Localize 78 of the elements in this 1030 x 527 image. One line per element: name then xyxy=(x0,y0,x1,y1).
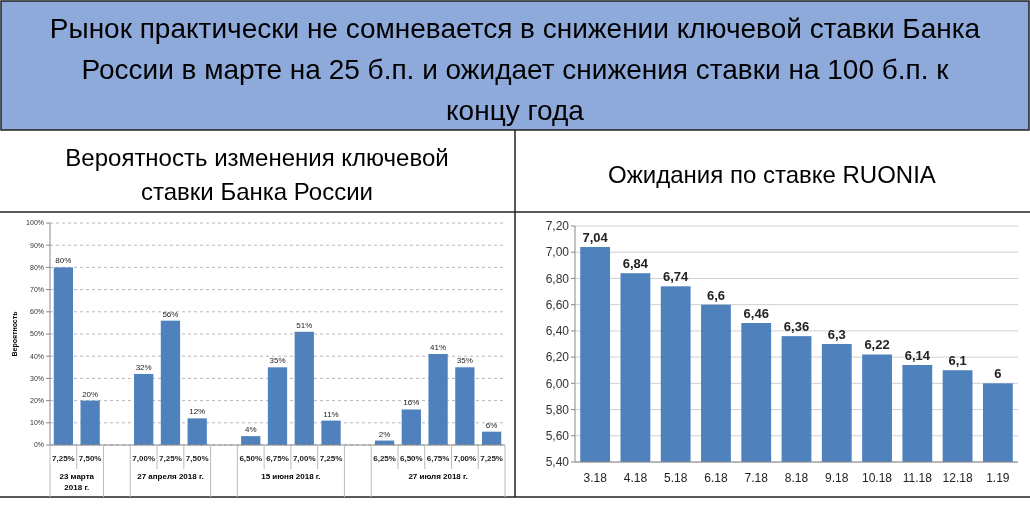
x-tick-label: 7,00% xyxy=(292,454,316,463)
y-tick-label: 7,20 xyxy=(545,219,570,234)
data-label: 80% xyxy=(55,256,72,266)
x-tick-label: 7,00% xyxy=(132,454,156,463)
x-tick-label: 7.18 xyxy=(744,471,769,485)
data-label: 6 xyxy=(994,366,1002,382)
x-tick-label: 7,00% xyxy=(453,454,477,463)
bar xyxy=(294,331,314,445)
data-label: 16% xyxy=(403,398,420,408)
x-tick-label: 6.18 xyxy=(704,471,728,485)
x-tick-label: 7,25% xyxy=(52,454,75,463)
x-tick-label: 9.18 xyxy=(825,471,849,485)
data-label: 6% xyxy=(485,420,498,430)
x-tick-label: 8.18 xyxy=(784,471,809,485)
x-tick-label: 6,75% xyxy=(266,454,289,463)
chart-subtitle: Ожидания по ставке RUONIA xyxy=(608,161,936,188)
x-tick-label: 6,50% xyxy=(399,454,423,463)
bar xyxy=(455,367,475,445)
data-label: 6,74 xyxy=(663,269,690,285)
bar xyxy=(187,418,207,445)
x-tick-label: 1.19 xyxy=(986,471,1010,485)
chart-subtitle: Вероятность изменения ключевой ставки Банка России xyxy=(65,144,449,205)
data-label: 4% xyxy=(244,425,257,435)
x-tick-label: 7,50% xyxy=(185,454,209,463)
data-label: 6,3 xyxy=(827,327,846,342)
x-tick-label: 5.18 xyxy=(664,471,688,485)
y-tick-label: 6,40 xyxy=(545,324,570,339)
data-label: 6,22 xyxy=(864,337,890,353)
text: 27 апреля 2018 г. xyxy=(137,472,204,481)
y-tick-label: 6,20 xyxy=(545,350,570,365)
data-label: 56% xyxy=(162,309,179,319)
y-tick-label: 6,00 xyxy=(545,376,570,391)
data-label: 6,14 xyxy=(904,347,931,363)
x-tick-label: 7,50% xyxy=(78,454,102,463)
data-label: 41% xyxy=(430,342,447,352)
data-label: 7,04 xyxy=(582,229,609,245)
bar xyxy=(428,353,448,445)
text: 15 июня 2018 г. xyxy=(261,472,321,481)
data-label: 32% xyxy=(135,362,152,372)
y-tick-label: 7,00 xyxy=(545,245,570,260)
x-tick-label: 12.18 xyxy=(942,471,973,485)
data-label: 6,6 xyxy=(706,287,725,303)
bar xyxy=(134,373,154,445)
data-label: 20% xyxy=(82,389,99,399)
x-tick-label: 4.18 xyxy=(623,471,648,485)
y-tick-label: 6,60 xyxy=(545,297,570,312)
x-tick-label: 3.18 xyxy=(583,471,608,485)
y-tick-label: 6,80 xyxy=(545,271,570,286)
bar xyxy=(321,420,341,445)
x-tick-label: 7,25% xyxy=(319,454,343,463)
bar xyxy=(160,320,181,445)
data-label: 51% xyxy=(296,320,313,330)
data-label: 35% xyxy=(269,356,286,366)
x-tick-label: 6,50% xyxy=(239,454,263,463)
bar xyxy=(53,267,74,445)
bar xyxy=(267,367,288,445)
data-label: 6,46 xyxy=(743,306,769,322)
x-tick-label: 11.18 xyxy=(902,471,933,485)
data-label: 6,36 xyxy=(783,319,810,335)
x-tick-label: 10.18 xyxy=(862,471,893,485)
y-tick-label: 5,60 xyxy=(545,428,570,443)
data-label: 12% xyxy=(189,407,206,417)
chart-title: Рынок практически не сомневается в снижении ключевой ставки Банка России в марте на 25 б.п. и ожидает снижения ставки на 100 б.п. к концу года xyxy=(49,13,981,126)
text: 23 марта 2018 г. xyxy=(59,472,95,492)
data-label: 6,84 xyxy=(622,256,649,272)
x-tick-label: 7,25% xyxy=(480,454,503,463)
data-label: 11% xyxy=(323,409,339,419)
x-tick-label: 7,25% xyxy=(159,454,182,463)
bar xyxy=(401,409,421,445)
data-label: 35% xyxy=(456,356,473,366)
bar xyxy=(80,400,100,445)
data-label: 2% xyxy=(378,429,391,439)
data-label: 6,1 xyxy=(948,353,967,369)
x-tick-label: 6,75% xyxy=(426,454,450,463)
y-tick-label: 5,80 xyxy=(545,402,570,417)
y-tick-label: 5,40 xyxy=(545,455,570,470)
text: 27 июля 2018 г. xyxy=(408,472,468,481)
x-tick-label: 6,25% xyxy=(373,454,396,463)
